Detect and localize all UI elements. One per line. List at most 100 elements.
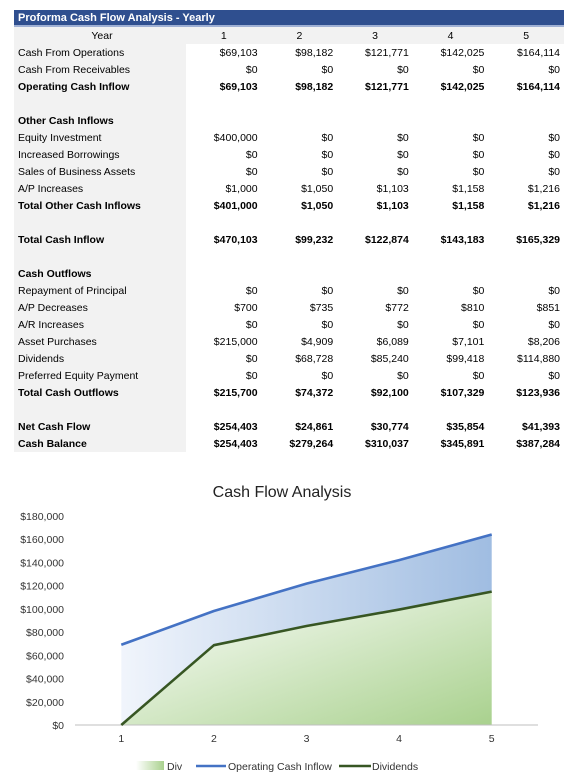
table-cell: $0 <box>397 318 409 331</box>
y-tick-label: $120,000 <box>20 581 64 593</box>
table-cell: $0 <box>397 165 409 178</box>
table-cell: $99,418 <box>446 352 485 365</box>
table-cell: $0 <box>397 148 409 161</box>
table-cell <box>262 265 338 282</box>
table-cell: $99,232 <box>295 233 334 246</box>
table-cell: $0 <box>397 369 409 382</box>
row-label: Preferred Equity Payment <box>14 367 186 384</box>
table-cell: $1,216 <box>527 182 560 195</box>
table-cell: $142,025 <box>440 46 485 59</box>
table-cell: $1,000 <box>225 182 258 195</box>
year-header-cell: 5 <box>488 27 564 44</box>
table-cell: $0 <box>472 131 485 144</box>
row-label <box>14 95 186 112</box>
table-cell: $107,329 <box>440 386 485 399</box>
table-cell: $6,089 <box>376 335 409 348</box>
table-cell: $122,874 <box>364 233 409 246</box>
table-cell: $7,101 <box>452 335 485 348</box>
table-cell: $215,000 <box>213 335 258 348</box>
table-cell <box>262 112 338 129</box>
y-tick-label: $80,000 <box>26 627 64 639</box>
table-row: A/P Decreases $700 $735 $772 $810 $851 <box>14 299 564 316</box>
table-cell: $123,936 <box>516 386 560 399</box>
table-row: A/P Increases $1,000 $1,050 $1,103 $1,158 $1,… <box>14 180 564 197</box>
table-cell: $164,114 <box>516 80 560 93</box>
table-cell <box>488 214 564 231</box>
div-area <box>121 591 492 725</box>
row-label: Equity Investment <box>14 129 186 146</box>
table-cell: $0 <box>321 284 334 297</box>
table-row <box>14 248 564 265</box>
table-cell: $121,771 <box>364 80 409 93</box>
y-tick-label: $180,000 <box>20 511 64 523</box>
table-cell: $0 <box>548 284 560 297</box>
row-label: Total Other Cash Inflows <box>14 197 186 214</box>
row-label: Total Cash Inflow <box>14 231 186 248</box>
table-cell: $0 <box>397 284 409 297</box>
table-row: Asset Purchases $215,000 $4,909 $6,089 $7,10… <box>14 333 564 350</box>
table-cell: $0 <box>245 352 258 365</box>
row-label: Sales of Business Assets <box>14 163 186 180</box>
table-cell: $1,158 <box>452 182 485 195</box>
table-cell <box>186 214 262 231</box>
table-cell: $254,403 <box>213 437 258 450</box>
operating-cash-inflow-area <box>121 534 492 725</box>
table-cell: $735 <box>309 301 334 314</box>
table-cell: $35,854 <box>446 420 485 433</box>
table-cell: $254,403 <box>213 420 258 433</box>
table-cell: $69,103 <box>219 80 258 93</box>
table-cell: $345,891 <box>440 437 485 450</box>
table-row: Total Cash Inflow $470,103 $99,232 $122,874… <box>14 231 564 248</box>
table-cell: $41,393 <box>522 420 560 433</box>
table-cell: $310,037 <box>364 437 409 450</box>
table-cell: $401,000 <box>213 199 258 212</box>
row-label <box>14 248 186 265</box>
table-cell: $98,182 <box>295 80 334 93</box>
table-cell: $24,861 <box>295 420 334 433</box>
table-cell: $0 <box>245 369 258 382</box>
table-cell: $0 <box>548 369 560 382</box>
table-cell: $0 <box>548 318 560 331</box>
year-header-cell: 3 <box>337 27 413 44</box>
row-label: Net Cash Flow <box>14 418 186 435</box>
table-cell <box>186 112 262 129</box>
legend-div-label: Div <box>167 761 183 773</box>
y-tick-label: $100,000 <box>20 604 64 616</box>
table-cell <box>413 95 489 112</box>
table-row: Preferred Equity Payment $0 $0 $0 $0 $0 <box>14 367 564 384</box>
table-cell <box>186 265 262 282</box>
table-cell <box>413 248 489 265</box>
table-cell: $0 <box>472 284 485 297</box>
table-row: Net Cash Flow $254,403 $24,861 $30,774 $35,8… <box>14 418 564 435</box>
table-row: Total Cash Outflows $215,700 $74,372 $92,10… <box>14 384 564 401</box>
year-label: Year <box>14 27 186 44</box>
table-row: Operating Cash Inflow $69,103 $98,182 $121,… <box>14 78 564 95</box>
table-cell <box>337 248 413 265</box>
legend-div-swatch <box>136 761 164 770</box>
table-cell <box>337 265 413 282</box>
table-cell: $0 <box>548 148 560 161</box>
chart-title: Cash Flow Analysis <box>213 484 352 501</box>
table-cell: $98,182 <box>295 46 334 59</box>
y-tick-label: $160,000 <box>20 534 64 546</box>
table-cell <box>488 112 564 129</box>
table-row: Increased Borrowings $0 $0 $0 $0 $0 <box>14 146 564 163</box>
table-cell: $142,025 <box>440 80 485 93</box>
table-cell: $74,372 <box>295 386 334 399</box>
table-cell: $143,183 <box>440 233 485 246</box>
table-cell: $1,050 <box>301 199 334 212</box>
table-cell: $0 <box>472 369 485 382</box>
table-cell: $0 <box>397 131 409 144</box>
table-cell: $0 <box>472 165 485 178</box>
table-cell: $0 <box>472 318 485 331</box>
table-cell: $0 <box>245 63 258 76</box>
x-tick-label: 4 <box>396 733 402 745</box>
row-label: Operating Cash Inflow <box>14 78 186 95</box>
table-row: Dividends $0 $68,728 $85,240 $99,418 $114,880 <box>14 350 564 367</box>
table-cell: $0 <box>321 165 334 178</box>
table-cell <box>337 401 413 418</box>
table-row <box>14 95 564 112</box>
table-cell: $69,103 <box>219 46 258 59</box>
table-cell <box>413 265 489 282</box>
table-row <box>14 214 564 231</box>
